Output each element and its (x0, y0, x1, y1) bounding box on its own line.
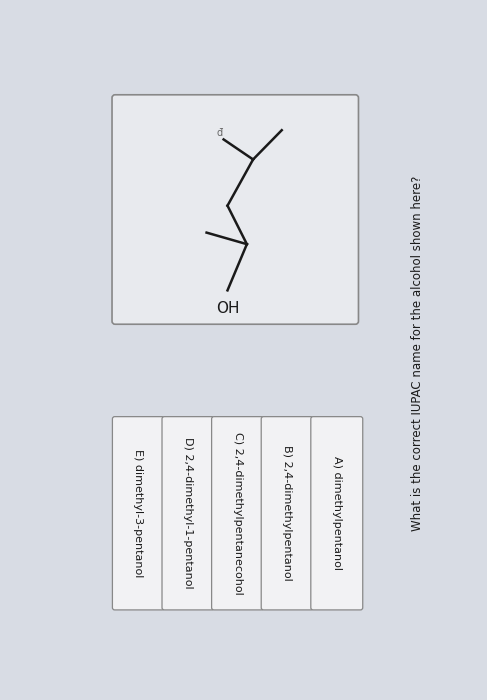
FancyBboxPatch shape (162, 416, 214, 610)
FancyBboxPatch shape (212, 416, 263, 610)
Text: đ: đ (217, 128, 223, 139)
Text: What is the correct IUPAC name for the alcohol shown here?: What is the correct IUPAC name for the a… (411, 176, 424, 531)
FancyBboxPatch shape (112, 94, 358, 324)
Text: C) 2,4-dimethylpentanecohol: C) 2,4-dimethylpentanecohol (233, 432, 243, 595)
Text: OH: OH (216, 301, 239, 316)
Text: E) dimethyl-3-pentanol: E) dimethyl-3-pentanol (133, 449, 143, 578)
FancyBboxPatch shape (261, 416, 313, 610)
FancyBboxPatch shape (112, 416, 164, 610)
Text: D) 2,4-dimethyl-1-pentanol: D) 2,4-dimethyl-1-pentanol (183, 438, 193, 589)
Text: B) 2,4-dimethylpentanol: B) 2,4-dimethylpentanol (282, 445, 292, 581)
Text: A) dimethylpentanol: A) dimethylpentanol (332, 456, 342, 570)
FancyBboxPatch shape (311, 416, 363, 610)
